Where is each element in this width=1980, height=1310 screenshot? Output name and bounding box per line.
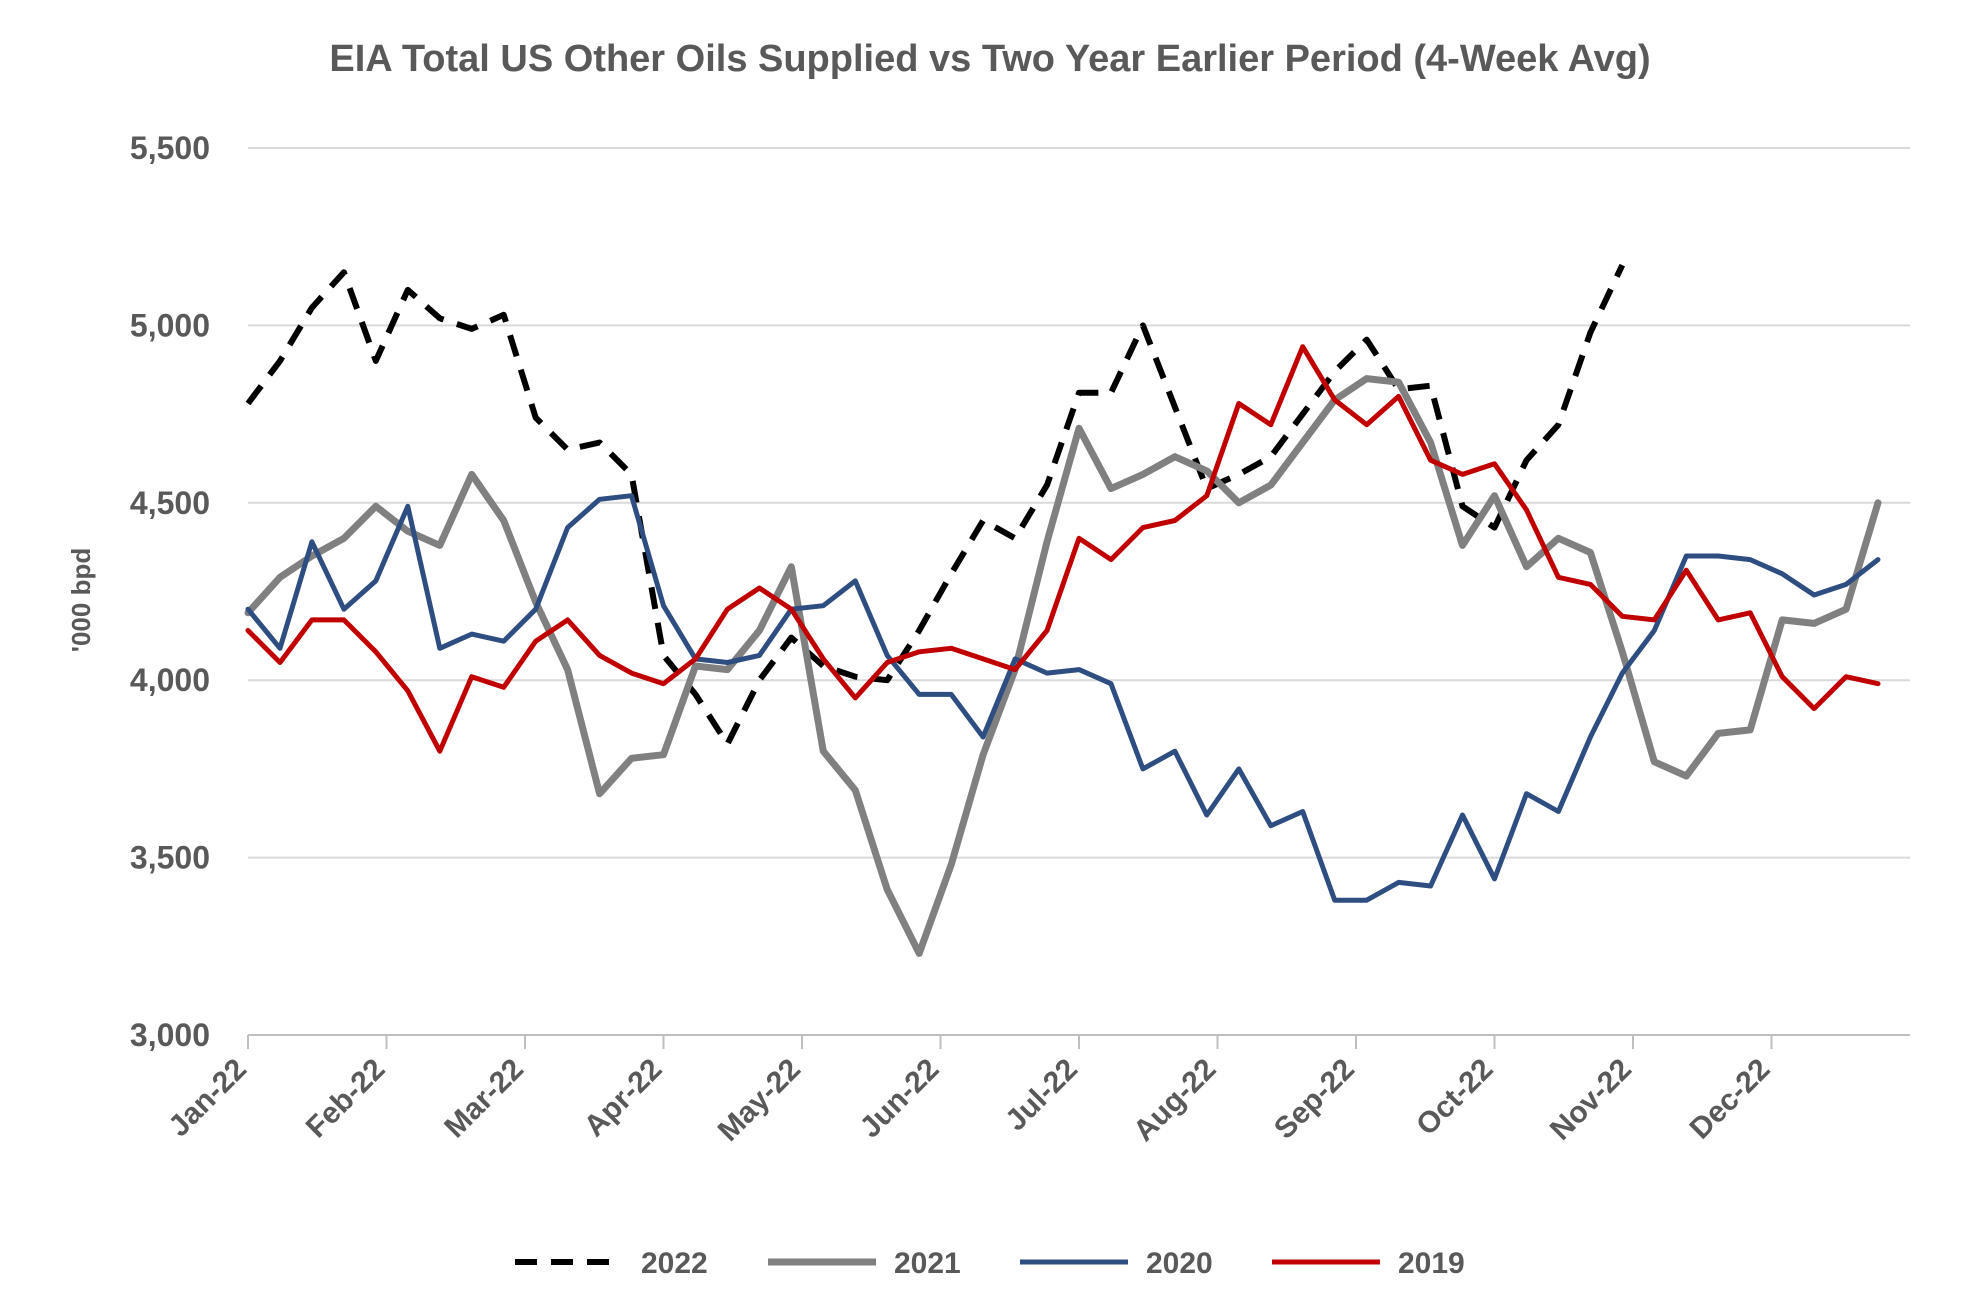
legend-label-2021: 2021 [894, 1247, 961, 1280]
series-line-2019 [245, 344, 1881, 754]
y-tick-label: 3,000 [130, 1017, 210, 1053]
axes: 3,000 3,500 4,000 4,500 5,000 5,500 Jan-22 Feb-… [130, 130, 1777, 1148]
x-tick-label: Jul-22 [999, 1053, 1084, 1138]
series-line-2020 [245, 493, 1881, 903]
x-tick-label: Nov-22 [1544, 1053, 1638, 1147]
chart-title: EIA Total US Other Oils Supplied vs Two … [329, 38, 1651, 80]
x-tick-label: Jan-22 [162, 1053, 253, 1144]
legend: 2022 2021 2020 2019 [515, 1247, 1465, 1280]
y-tick-label: 3,500 [130, 840, 210, 876]
y-axis-label: '000 bpd [66, 548, 96, 652]
y-tick-label: 4,500 [130, 485, 210, 521]
legend-label-2022: 2022 [641, 1247, 708, 1280]
y-tick-label: 5,000 [130, 307, 210, 343]
x-tick-label: Sep-22 [1268, 1053, 1361, 1146]
x-tick-label: Feb-22 [300, 1053, 392, 1145]
x-tick-label: May-22 [712, 1053, 807, 1148]
series-lines [244, 263, 1882, 957]
x-tick-label: Apr-22 [578, 1053, 669, 1144]
x-tick-label: Jun-22 [854, 1053, 946, 1145]
x-tick-label: Dec-22 [1684, 1053, 1777, 1146]
x-tick-label: Oct-22 [1410, 1053, 1499, 1142]
y-tick-label: 5,500 [130, 130, 210, 166]
series-line-2021 [244, 375, 1882, 957]
legend-label-2019: 2019 [1398, 1247, 1465, 1280]
gridlines [248, 147, 1910, 1036]
y-tick-label: 4,000 [130, 662, 210, 698]
series-line-2022 [245, 263, 1626, 748]
x-tick-label: Mar-22 [438, 1053, 530, 1145]
x-tick-label: Aug-22 [1127, 1053, 1222, 1148]
legend-label-2020: 2020 [1146, 1247, 1213, 1280]
